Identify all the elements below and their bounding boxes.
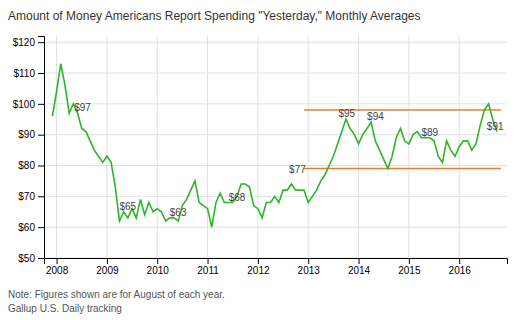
grid-line xyxy=(44,103,507,104)
grid-line xyxy=(44,165,507,166)
grid-line xyxy=(106,36,107,258)
tick: $60 xyxy=(18,222,44,233)
note: Note: Figures shown are for August of ea… xyxy=(8,289,225,300)
tick-mark xyxy=(459,258,460,264)
annotation: $95 xyxy=(338,108,355,119)
annotation: $65 xyxy=(119,201,136,212)
tick-mark xyxy=(38,42,44,43)
tick-label: $90 xyxy=(18,129,35,140)
annotation: $63 xyxy=(170,207,187,218)
tick-mark xyxy=(208,258,209,264)
tick: $100 xyxy=(13,99,44,110)
reference-line xyxy=(304,109,501,111)
tick: 2014 xyxy=(348,258,371,276)
axis-line xyxy=(38,37,45,259)
tick: 2009 xyxy=(96,258,119,276)
x-axis: 2008 2009 2010 2011 2012 2013 2014 2015 2016 xyxy=(45,258,508,276)
tick-mark xyxy=(38,227,44,228)
grid-line xyxy=(44,227,507,228)
tick-label: 2009 xyxy=(96,265,119,276)
tick: $90 xyxy=(18,129,44,140)
reference-line xyxy=(304,168,501,170)
grid-line xyxy=(408,36,409,258)
axis-line xyxy=(45,259,508,265)
tick-mark xyxy=(38,73,44,74)
annotation: $77 xyxy=(289,164,306,175)
tick-mark xyxy=(38,196,44,197)
grid-line xyxy=(44,73,507,74)
tick-label: 2014 xyxy=(348,265,371,276)
tick-mark xyxy=(38,166,44,167)
grid-line xyxy=(257,36,258,258)
grid-line xyxy=(308,36,309,258)
marks xyxy=(52,64,501,227)
tick: 2016 xyxy=(449,258,472,276)
tick: $110 xyxy=(13,68,44,79)
grid-line xyxy=(44,42,507,43)
tick-label: $100 xyxy=(13,99,36,110)
tick-label: 2008 xyxy=(46,265,69,276)
annotations: $97 $65 $63 $68 $77 $95 $94 $89 $91 xyxy=(74,102,504,218)
tick-label: 2010 xyxy=(147,265,170,276)
grid-line xyxy=(358,36,359,258)
tick: $50 xyxy=(18,253,44,264)
tick-mark xyxy=(157,258,158,264)
tick-mark xyxy=(38,258,44,259)
annotation: $94 xyxy=(367,111,384,122)
tick-mark xyxy=(359,258,360,264)
tick-label: 2015 xyxy=(398,265,421,276)
tick: $80 xyxy=(18,160,44,171)
title: Amount of Money Americans Report Spendin… xyxy=(8,9,421,23)
tick-label: $60 xyxy=(18,222,35,233)
tick-label: $120 xyxy=(13,37,36,48)
tick-label: $70 xyxy=(18,191,35,202)
tick-mark xyxy=(107,258,108,264)
tick-label: 2016 xyxy=(449,265,472,276)
tick: 2015 xyxy=(398,258,421,276)
tick: 2012 xyxy=(247,258,270,276)
tick-mark xyxy=(308,258,309,264)
tick-mark xyxy=(57,258,58,264)
grid-line xyxy=(207,36,208,258)
tick: 2011 xyxy=(197,258,219,276)
tick: $120 xyxy=(13,37,44,48)
tick-mark xyxy=(258,258,259,264)
tick: 2013 xyxy=(298,258,321,276)
tick-label: 2012 xyxy=(247,265,270,276)
tick-label: 2013 xyxy=(298,265,321,276)
tick-label: $80 xyxy=(18,160,35,171)
annotation: $97 xyxy=(74,102,91,113)
y-axis: $50 $60 $70 $80 $90 $100 $110 $120 xyxy=(13,37,45,264)
tick-label: $50 xyxy=(18,253,35,264)
tick: 2010 xyxy=(147,258,170,276)
annotation: $68 xyxy=(229,192,246,203)
tick: $70 xyxy=(18,191,44,202)
tick-mark xyxy=(38,135,44,136)
plot: 200820092010201120122013201420152016$50$… xyxy=(13,36,508,276)
chart: Amount of Money Americans Report Spendin… xyxy=(0,0,521,320)
note: Gallup U.S. Daily tracking xyxy=(8,303,122,314)
tick-label: 2011 xyxy=(197,265,219,276)
tick-mark xyxy=(38,104,44,105)
tick: 2008 xyxy=(46,258,69,276)
annotation: $89 xyxy=(421,127,438,138)
tick-label: $110 xyxy=(13,68,35,79)
annotation: $91 xyxy=(487,121,504,132)
tick-mark xyxy=(409,258,410,264)
line xyxy=(52,64,497,227)
grid-line xyxy=(157,36,158,258)
grid xyxy=(44,36,507,258)
grid-line xyxy=(56,36,57,258)
